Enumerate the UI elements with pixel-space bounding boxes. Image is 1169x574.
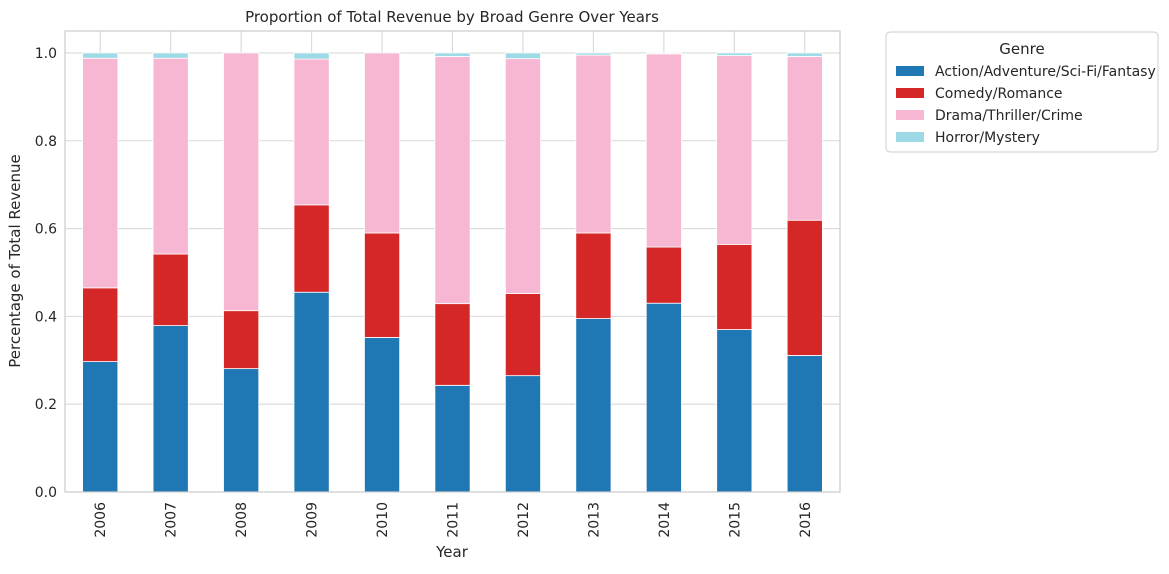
bar-segment <box>82 52 119 59</box>
x-tick-label: 2006 <box>93 502 109 538</box>
bar-segment <box>82 361 119 493</box>
bar-segment <box>364 232 401 338</box>
y-tick-labels: 0.0 0.2 0.4 0.6 0.8 1.0 <box>35 46 57 501</box>
bar-segment <box>223 52 260 312</box>
y-tick-label: 0.0 <box>35 485 57 501</box>
bar-segment <box>434 52 471 57</box>
y-tick-label: 1.0 <box>35 46 57 62</box>
bar-segment <box>645 246 682 304</box>
x-tick-label: 2016 <box>798 502 814 538</box>
legend-frame <box>885 31 1159 153</box>
bar-segment <box>786 355 823 493</box>
bar-segment <box>645 53 682 248</box>
bar-segment <box>504 375 541 493</box>
x-tick-label: 2012 <box>516 502 532 538</box>
bar-segment <box>364 337 401 493</box>
x-tick-labels: 2006 2007 2008 2009 2010 2011 2012 2013 2014 2015… <box>93 502 814 538</box>
bar-segment <box>82 287 119 363</box>
legend-title: Genre <box>999 40 1044 58</box>
bar-segment <box>223 310 260 370</box>
legend-label: Drama/Thriller/Crime <box>935 108 1083 124</box>
bar-segment <box>716 52 753 56</box>
bar-segment <box>575 52 612 56</box>
bar-segment <box>293 204 330 293</box>
y-tick-label: 0.6 <box>35 222 57 238</box>
bar-segment <box>364 52 401 234</box>
x-tick-label: 2013 <box>586 502 602 538</box>
legend-swatch <box>896 88 924 98</box>
bar-segment <box>293 291 330 493</box>
y-tick-label: 0.2 <box>35 397 57 413</box>
x-tick-label: 2007 <box>164 502 180 538</box>
bar-segment <box>152 325 189 493</box>
x-tick-label: 2009 <box>305 502 321 538</box>
bar-segment <box>575 232 612 319</box>
chart-title: Proportion of Total Revenue by Broad Gen… <box>245 8 659 26</box>
bar-segment <box>645 302 682 493</box>
bar-segment <box>575 54 612 234</box>
bar-segment <box>504 293 541 377</box>
bar-segment <box>786 52 823 57</box>
x-tick-label: 2010 <box>375 502 391 538</box>
bar-segment <box>504 52 541 60</box>
y-axis-label: Percentage of Total Revenue <box>6 154 24 368</box>
legend-swatch <box>896 132 924 142</box>
legend-swatch <box>896 66 924 76</box>
legend-label: Comedy/Romance <box>935 86 1063 102</box>
x-tick-label: 2015 <box>727 502 743 538</box>
bar-segment <box>716 55 753 245</box>
legend-label: Horror/Mystery <box>935 130 1040 146</box>
bar-segment <box>293 52 330 60</box>
bar-segment <box>645 52 682 55</box>
bar-segment <box>434 384 471 493</box>
bar-segment <box>152 52 189 59</box>
x-axis-label: Year <box>435 543 469 561</box>
bar-segment <box>82 57 119 289</box>
x-tick-label: 2011 <box>446 502 462 538</box>
bar-segment <box>504 58 541 294</box>
bar-segment <box>223 368 260 493</box>
legend-items: Action/Adventure/Sci-Fi/Fantasy Comedy/Ro… <box>896 64 1156 146</box>
x-tick-label: 2014 <box>657 502 673 538</box>
bar-segment <box>434 56 471 305</box>
x-tick-label: 2008 <box>234 502 250 538</box>
legend-swatch <box>896 110 924 120</box>
plot-frame <box>64 30 841 493</box>
bar-segment <box>786 219 823 356</box>
y-tick-label: 0.4 <box>35 309 57 325</box>
y-tick-label: 0.8 <box>35 134 57 150</box>
bar-segment <box>293 58 330 206</box>
legend: Genre Action/Adventure/Sci-Fi/Fantasy Com… <box>885 31 1159 153</box>
bar-segment <box>152 253 189 327</box>
legend-label: Action/Adventure/Sci-Fi/Fantasy <box>935 64 1156 80</box>
bar-segment <box>716 329 753 493</box>
bar-segment <box>434 303 471 386</box>
bar-segment <box>786 56 823 221</box>
bar-segment <box>716 243 753 330</box>
bars-layer <box>82 52 823 493</box>
bar-segment <box>152 57 189 255</box>
bar-segment <box>575 318 612 493</box>
